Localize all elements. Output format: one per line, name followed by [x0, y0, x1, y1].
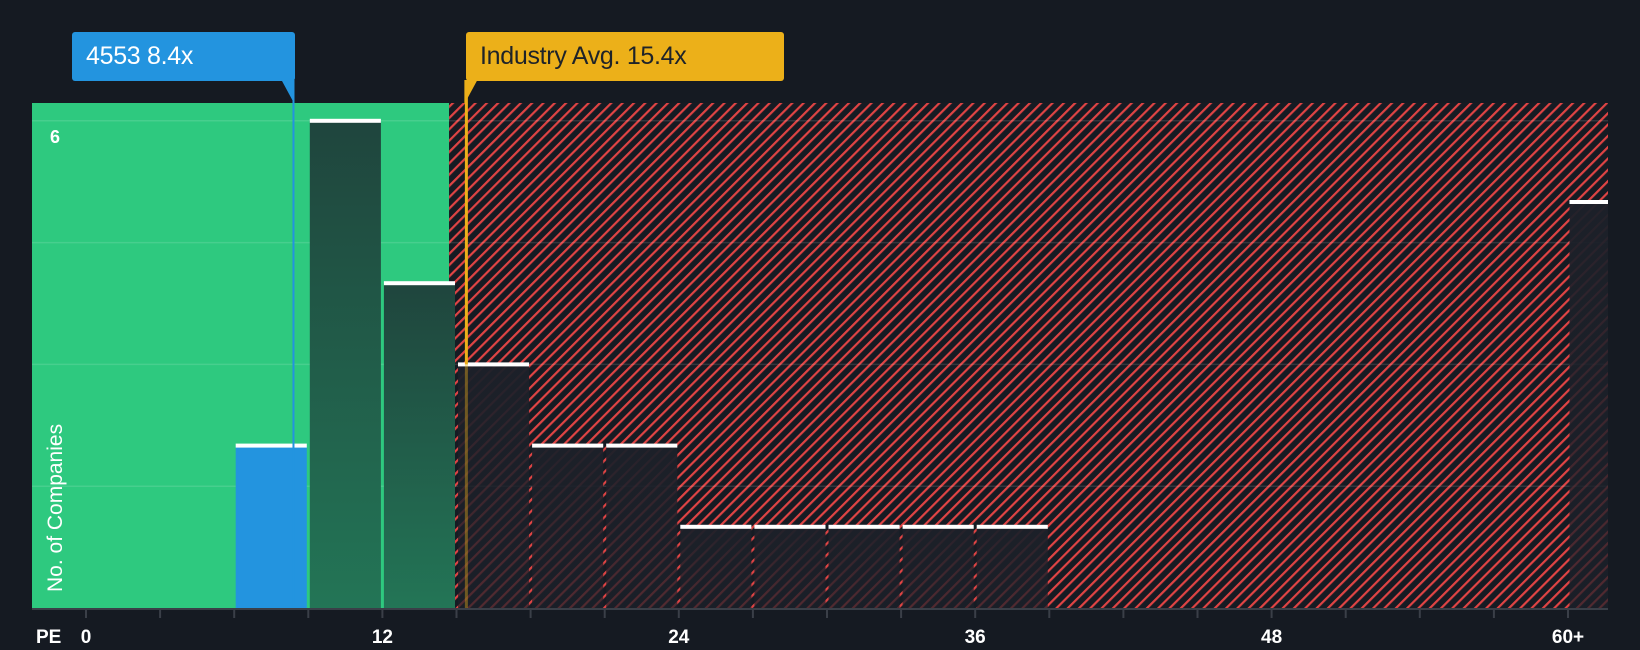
bar-top-cap	[532, 443, 604, 448]
histogram-bar	[976, 526, 1048, 608]
company-pe-callout: 4553 8.4x	[72, 32, 295, 81]
bar-top-cap	[902, 524, 974, 529]
x-axis-tick-label: 60+	[1551, 627, 1585, 648]
bar-top-cap	[1569, 200, 1608, 204]
histogram-bar	[606, 445, 678, 608]
histogram-bar	[458, 364, 530, 608]
bar-top-cap	[828, 524, 900, 529]
histogram-bar	[680, 526, 752, 608]
x-axis-tick-label: 0	[80, 627, 92, 648]
histogram-bar	[235, 445, 307, 608]
company-callout-pointer	[281, 80, 295, 104]
bar-top-cap	[606, 443, 678, 448]
histogram-bar	[828, 526, 900, 608]
bar-top-cap	[383, 281, 455, 286]
histogram-bar	[1569, 202, 1608, 608]
histogram-bar	[532, 445, 604, 608]
y-axis-tick-label: 6	[50, 127, 61, 147]
bar-top-cap	[754, 524, 826, 529]
histogram-bar	[309, 120, 381, 609]
bar-top-cap	[680, 524, 752, 529]
bar-top-cap	[309, 118, 381, 123]
x-axis-tick-label: 12	[371, 627, 393, 648]
industry-average-callout: Industry Avg. 15.4x	[466, 32, 784, 81]
bar-top-cap	[235, 443, 307, 448]
x-axis-title: PE	[36, 627, 62, 648]
y-axis-title: No. of Companies	[44, 423, 67, 592]
x-axis-tick-label: 24	[668, 627, 690, 648]
bar-top-cap	[458, 362, 530, 367]
x-axis-tick-label: 48	[1261, 627, 1283, 648]
bar-top-cap	[976, 524, 1048, 529]
x-axis-tick-label: 36	[964, 627, 986, 648]
industry-callout-pointer	[464, 80, 478, 104]
histogram-bar	[383, 283, 455, 608]
histogram-bar	[902, 526, 974, 608]
histogram-bar	[754, 526, 826, 608]
